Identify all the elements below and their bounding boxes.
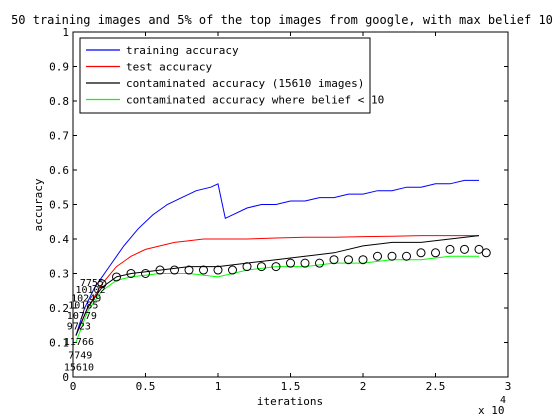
x-tick-label: 2 (360, 380, 367, 393)
circle-marker (286, 258, 295, 268)
circle-marker (358, 255, 368, 265)
circle-marker (402, 251, 411, 261)
circle-marker (271, 262, 281, 272)
x-axis-ticks: 0 0.5 1 1.5 2 2.5 3 (70, 32, 512, 393)
y-tick-label: 0.2 (49, 302, 69, 315)
circle-marker (184, 265, 194, 275)
circle-marker (141, 269, 150, 278)
point-label: 10249 (71, 294, 101, 305)
legend-label-2: test accuracy (126, 61, 212, 74)
point-label: 7749 (68, 351, 92, 362)
y-axis-label: accuracy (32, 178, 45, 231)
series-line-2 (75, 235, 479, 336)
circle-marker (474, 244, 484, 254)
y-tick-label: 1 (62, 26, 69, 39)
circle-marker (126, 269, 136, 278)
x-exponent-label: x 10 (478, 404, 505, 417)
y-tick-label: 0.4 (49, 233, 69, 246)
point-label: 10102 (76, 285, 106, 296)
circle-marker (315, 258, 324, 268)
legend-label-3: contaminated accuracy (15610 images) (126, 77, 364, 90)
circle-marker (460, 244, 469, 254)
circle-marker (155, 265, 165, 275)
legend-box (79, 37, 371, 114)
circle-marker (213, 265, 223, 275)
circle-marker (373, 251, 382, 261)
circle-markers (97, 244, 491, 289)
circle-marker (112, 272, 121, 282)
point-label: 10185 (68, 301, 98, 312)
circle-marker (481, 248, 491, 258)
legend-label-1: training accuracy (126, 44, 239, 57)
circle-marker (431, 248, 440, 258)
y-tick-label: 0.5 (49, 199, 69, 212)
y-tick-label: 0.9 (49, 61, 69, 74)
y-tick-label: 0.3 (49, 268, 69, 281)
circle-marker (170, 265, 179, 275)
x-tick-label: 2.5 (426, 380, 446, 393)
legend-label-4: contaminated accuracy where belief < 10 (126, 94, 384, 107)
x-exponent-power: 4 (500, 395, 506, 406)
y-axis-ticks: 0 0.1 0.2 0.3 0.4 0.5 0.6 0.7 0.8 0.9 1 (49, 26, 508, 384)
series-line-1 (75, 179, 479, 336)
x-tick-label: 0.5 (136, 380, 156, 393)
circle-marker (97, 279, 107, 289)
legend: training accuracy test accuracy contaminat… (79, 37, 384, 114)
y-tick-label: 0.8 (49, 95, 69, 108)
point-label: 15610 (64, 363, 94, 374)
chart-title: 50 training images and 5% of the top ima… (11, 13, 553, 27)
point-label: 9723 (67, 321, 91, 332)
circle-marker (445, 244, 455, 254)
circle-marker (387, 251, 397, 261)
circle-marker (199, 265, 208, 275)
y-tick-label: 0.1 (49, 337, 69, 350)
circle-marker (300, 258, 310, 268)
point-label: 7755 (80, 278, 104, 289)
y-tick-label: 0 (62, 371, 69, 384)
circle-marker (257, 262, 266, 272)
circle-marker (344, 255, 353, 265)
x-tick-label: 1 (215, 380, 222, 393)
point-label: 10779 (67, 311, 97, 322)
y-tick-label: 0.7 (49, 130, 69, 143)
circle-marker (228, 265, 237, 275)
circle-marker (242, 262, 252, 272)
x-tick-label: 3 (505, 380, 512, 393)
x-tick-label: 0 (70, 380, 77, 393)
x-axis-label: iterations (257, 395, 323, 408)
y-tick-label: 0.6 (49, 164, 69, 177)
x-tick-label: 1.5 (281, 380, 301, 393)
point-label: 11766 (64, 337, 94, 348)
circle-marker (416, 248, 426, 258)
circle-marker (329, 255, 339, 265)
